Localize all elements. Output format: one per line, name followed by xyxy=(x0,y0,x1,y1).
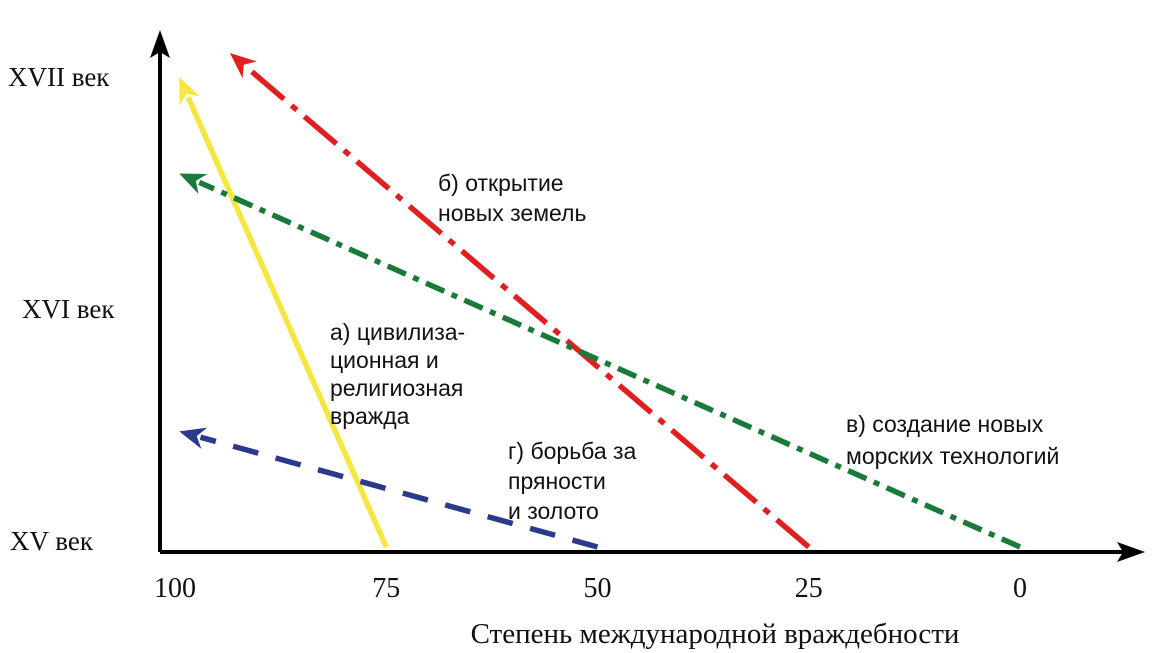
annotation-line: б) открытие xyxy=(438,170,564,196)
x-axis-label: Степень международной враждебности xyxy=(471,618,960,650)
series-arrowhead-a xyxy=(179,77,200,106)
axes xyxy=(150,30,1145,562)
series-arrowhead-c xyxy=(179,173,208,195)
series-line-b xyxy=(244,65,811,550)
annotation-d: г) борьба за пряности и золото xyxy=(508,438,637,524)
x-tick-label: 100 xyxy=(154,573,196,604)
annotation-c: в) создание новых морских технологий xyxy=(846,411,1059,469)
annotation-line: религиозная xyxy=(330,375,463,401)
annotation-line: новых земель xyxy=(438,200,586,226)
annotation-line: в) создание новых xyxy=(846,411,1044,437)
annotation-line: а) цивилиза- xyxy=(330,319,465,345)
x-tick-label: 25 xyxy=(795,573,823,604)
annotation-line: и золото xyxy=(508,498,599,524)
series-arrowhead-d xyxy=(179,427,208,449)
annotation-line: вражда xyxy=(330,403,410,429)
series-line-c xyxy=(198,179,1022,550)
x-tick-labels: 100 75 50 25 0 xyxy=(154,573,1027,604)
annotation-b: б) открытие новых земель xyxy=(438,170,586,226)
annotation-line: ционная и xyxy=(330,347,439,373)
series-line-d xyxy=(199,434,599,550)
series-arrowhead-b xyxy=(229,52,257,79)
x-tick-label: 50 xyxy=(584,573,612,604)
y-category-labels: XV век XVI век XVII век xyxy=(8,62,115,556)
series-annotations: а) цивилиза-ционная и религиозная вражда б)… xyxy=(330,170,1059,524)
annotation-line: пряности xyxy=(508,468,606,494)
series-line-a xyxy=(185,96,389,549)
y-category-label: XV век xyxy=(10,526,94,556)
annotation-line: г) борьба за xyxy=(508,438,637,464)
x-tick-label: 0 xyxy=(1013,573,1027,604)
y-category-label: XVII век xyxy=(8,62,110,92)
series-lines xyxy=(179,52,1022,550)
annotation-a: а) цивилиза-ционная и религиозная вражда xyxy=(330,319,465,429)
y-axis-arrow xyxy=(150,30,170,58)
x-tick-label: 75 xyxy=(372,573,400,604)
x-axis-arrow xyxy=(1117,542,1145,562)
y-category-label: XVI век xyxy=(22,294,115,324)
annotation-line: морских технологий xyxy=(846,443,1059,469)
